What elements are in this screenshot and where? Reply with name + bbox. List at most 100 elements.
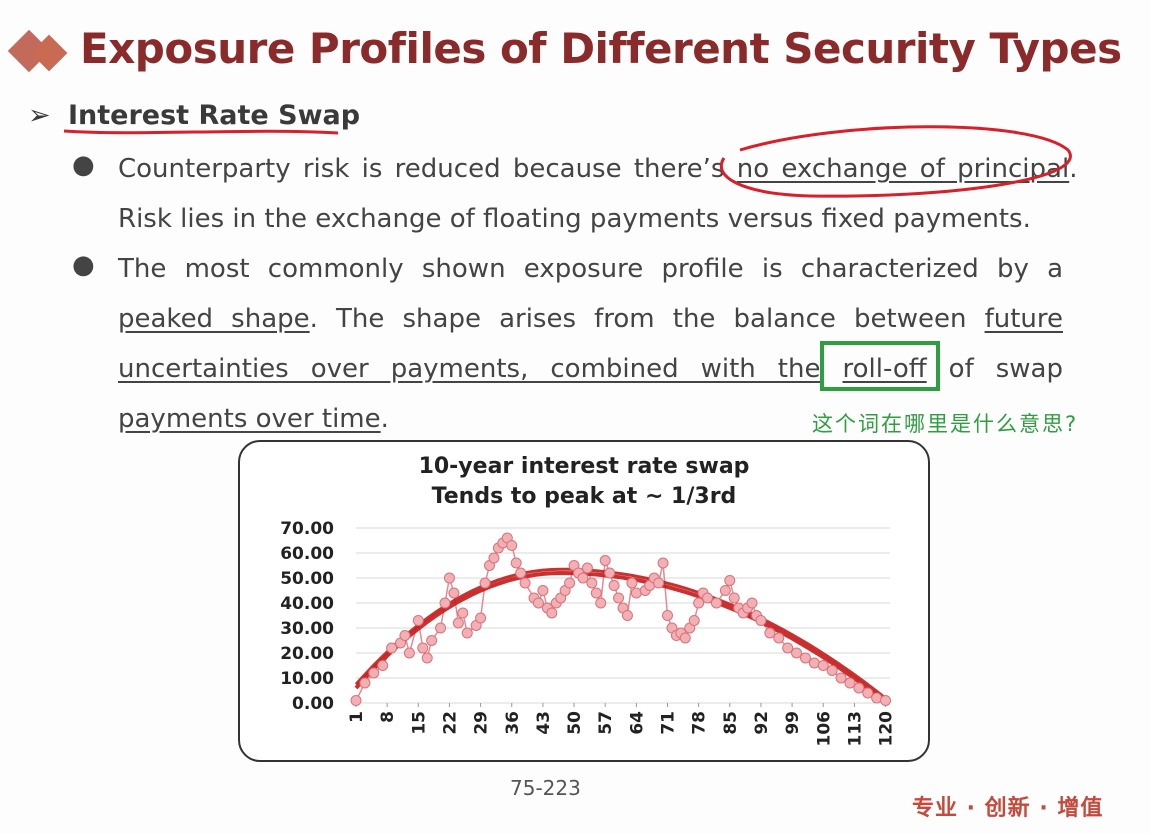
data-point bbox=[773, 632, 785, 644]
data-point bbox=[564, 577, 576, 589]
data-point bbox=[515, 567, 527, 579]
chart-frame bbox=[238, 440, 930, 762]
data-point bbox=[439, 597, 451, 609]
x-tick-label: 50 bbox=[565, 711, 585, 735]
underlined-phrase: payments over time bbox=[118, 404, 381, 434]
data-point bbox=[719, 585, 731, 596]
data-point bbox=[835, 672, 847, 684]
slide-header: Exposure Profiles of Different Security … bbox=[0, 10, 1150, 90]
data-point bbox=[826, 665, 838, 676]
data-point bbox=[657, 557, 669, 569]
data-point bbox=[746, 597, 758, 609]
data-point bbox=[519, 577, 531, 589]
data-point bbox=[653, 577, 665, 589]
data-point bbox=[599, 555, 611, 566]
data-point bbox=[595, 597, 607, 609]
data-point bbox=[457, 607, 469, 619]
text-segment: . The shape arises from the balance betw… bbox=[309, 304, 985, 334]
x-tick-label: 99 bbox=[783, 711, 803, 735]
x-tick-label: 36 bbox=[503, 711, 523, 735]
data-point bbox=[702, 592, 714, 604]
data-point bbox=[479, 577, 491, 589]
data-point bbox=[710, 597, 722, 609]
underlined-phrase: peaked shape bbox=[118, 304, 310, 334]
data-point bbox=[724, 575, 736, 586]
data-point bbox=[693, 597, 705, 609]
data-point bbox=[399, 630, 411, 641]
x-tick-label: 106 bbox=[814, 711, 834, 747]
data-point bbox=[799, 652, 811, 664]
data-point bbox=[532, 597, 544, 609]
data-point bbox=[350, 695, 362, 706]
y-tick-label: 40.00 bbox=[280, 594, 334, 614]
x-tick-label: 57 bbox=[596, 711, 616, 735]
section-label: Interest Rate Swap bbox=[68, 100, 361, 131]
page-number: 75-223 bbox=[510, 776, 581, 800]
data-point bbox=[844, 677, 856, 689]
data-point bbox=[461, 627, 473, 639]
arrow-bullet-icon: ➢ bbox=[28, 100, 51, 131]
slide-title: Exposure Profiles of Different Security … bbox=[80, 24, 1122, 73]
data-point bbox=[604, 567, 616, 579]
data-point bbox=[510, 557, 522, 569]
data-point bbox=[755, 615, 767, 626]
x-tick-label: 78 bbox=[690, 711, 710, 735]
data-point bbox=[386, 642, 398, 654]
text-segment: The most commonly shown exposure profile… bbox=[118, 254, 1063, 284]
x-tick-label: 113 bbox=[845, 711, 865, 747]
underlined-phrase: uncertainties over payments, combined wi… bbox=[118, 354, 821, 384]
trend-curve bbox=[354, 570, 891, 705]
data-point bbox=[662, 610, 673, 621]
data-point bbox=[506, 540, 518, 551]
footer-slogan: 专业 · 创新 · 增值 bbox=[912, 796, 1104, 821]
data-point bbox=[426, 635, 438, 646]
trend-curve bbox=[354, 567, 891, 703]
data-point bbox=[435, 622, 447, 634]
y-tick-label: 10.00 bbox=[280, 669, 334, 689]
data-point bbox=[359, 677, 371, 689]
x-tick-label: 120 bbox=[877, 711, 897, 747]
data-point bbox=[764, 627, 776, 639]
x-tick-label: 1 bbox=[347, 711, 367, 723]
data-point bbox=[621, 610, 633, 621]
data-point bbox=[537, 585, 549, 596]
data-point bbox=[448, 587, 460, 599]
chart-title: 10-year interest rate swap bbox=[418, 454, 750, 479]
y-tick-label: 70.00 bbox=[280, 519, 334, 539]
data-point bbox=[452, 617, 464, 629]
text-segment: . bbox=[1069, 154, 1078, 184]
data-point bbox=[488, 552, 500, 564]
text-segment: of swap bbox=[926, 354, 1063, 384]
data-point bbox=[862, 687, 874, 699]
text-segment: Counterparty risk is reduced because the… bbox=[118, 154, 737, 184]
bullet-1-text: Counterparty risk is reduced because the… bbox=[118, 144, 1077, 244]
bullet-2-text: The most commonly shown exposure profile… bbox=[118, 244, 1063, 444]
rolloff-term: roll-off bbox=[842, 354, 927, 384]
section-heading: ➢ Interest Rate Swap bbox=[28, 100, 360, 131]
exposure-chart: 70.00 60.00 50.00 40.00 30.00 20.00 10.00 0.00 1… bbox=[280, 519, 897, 747]
data-point bbox=[546, 607, 558, 619]
data-point bbox=[421, 652, 433, 664]
bullet-1-line-2: Risk lies in the exchange of floating pa… bbox=[118, 204, 1031, 234]
x-tick-label: 15 bbox=[409, 711, 429, 735]
x-tick-label: 43 bbox=[534, 711, 554, 735]
data-point bbox=[443, 572, 455, 584]
data-point bbox=[880, 695, 892, 706]
series-line bbox=[355, 536, 886, 702]
x-tick-label: 85 bbox=[721, 711, 741, 735]
x-tick-label: 92 bbox=[752, 711, 772, 735]
data-point bbox=[475, 612, 487, 624]
annotation-question: 这个词在哪里是什么意思? bbox=[812, 412, 1079, 436]
x-tick-label: 71 bbox=[659, 711, 679, 735]
bullet-dot-icon: ● bbox=[72, 250, 95, 280]
highlight-box bbox=[820, 341, 940, 391]
x-tick-label: 29 bbox=[472, 711, 492, 735]
data-point bbox=[577, 572, 589, 584]
data-point bbox=[590, 587, 602, 599]
underlined-phrase: no exchange of principal bbox=[736, 154, 1070, 184]
underlined-phrase: future bbox=[984, 304, 1063, 334]
text-segment: . bbox=[380, 404, 389, 434]
data-point bbox=[613, 592, 625, 604]
chart-subtitle: Tends to peak at ~ 1/3rd bbox=[431, 484, 737, 509]
data-point bbox=[403, 647, 415, 659]
